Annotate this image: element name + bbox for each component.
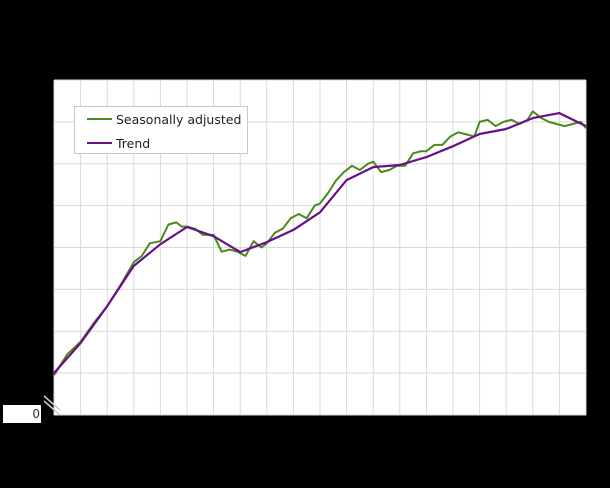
series-trend: [53, 111, 587, 374]
legend-swatch-green: [87, 118, 112, 120]
legend-swatch-purple: [87, 142, 112, 144]
axis-break-icon: [43, 395, 61, 416]
y-axis-zero-label: 0: [3, 405, 41, 423]
chart-legend: Seasonally adjusted Trend: [74, 106, 248, 154]
legend-item-seasonally-adjusted: Seasonally adjusted: [87, 111, 241, 127]
series-seasonally-adjusted: [53, 110, 587, 376]
legend-item-trend: Trend: [87, 135, 150, 151]
legend-label: Seasonally adjusted: [116, 111, 242, 127]
legend-label: Trend: [116, 135, 151, 151]
